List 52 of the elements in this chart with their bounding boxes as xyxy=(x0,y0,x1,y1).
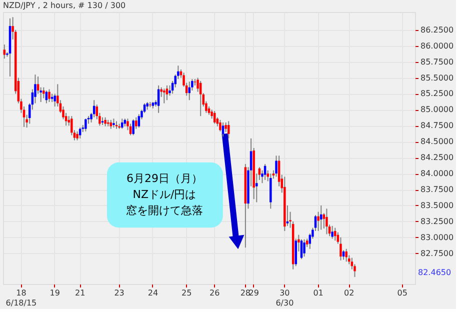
y-tick-label: 85.7500 xyxy=(420,57,454,66)
candlestick xyxy=(84,118,87,132)
x-tick-label: 02 xyxy=(344,288,354,298)
x-tick-label: 29 xyxy=(248,288,259,298)
x-tick-label: 24 xyxy=(148,288,158,298)
x-tick-label: 19 xyxy=(50,288,60,298)
candlestick xyxy=(303,238,306,258)
x-tick-label: 18 6/18/15 xyxy=(6,288,37,308)
candlestick xyxy=(138,114,140,128)
y-tick-label: 85.2500 xyxy=(420,89,454,98)
y-tick-label: 84.7500 xyxy=(420,121,454,130)
y-tick-label: 84.0000 xyxy=(420,169,454,178)
candlestick xyxy=(48,88,50,103)
annotation: 窓を開けて急落 xyxy=(126,204,203,217)
y-tick-label: 83.0000 xyxy=(420,232,454,242)
text: 82.4650 xyxy=(418,268,452,277)
candlestick xyxy=(286,204,289,226)
y-tick-label: 82.7500 xyxy=(420,248,454,258)
y-tick-label: 85.0000 xyxy=(420,105,454,114)
candlestick xyxy=(331,225,334,240)
x-tick-label: 28 xyxy=(240,288,251,298)
x-tick-label: 30 6/30 xyxy=(276,288,294,308)
x-tick-label: 21 xyxy=(74,288,86,298)
candlestick xyxy=(126,118,129,131)
y-tick-label: 83.5000 xyxy=(420,200,454,210)
candlestick xyxy=(166,84,168,101)
y-tick-label: 86.0000 xyxy=(420,41,454,50)
candlestick xyxy=(345,248,348,262)
candlestick xyxy=(264,163,266,180)
candlestick xyxy=(222,122,224,138)
candlestick xyxy=(326,208,328,235)
y-tick-label: 85.5000 xyxy=(420,73,454,82)
x-tick-label: 01 xyxy=(313,288,324,298)
x-tick-label: 26 xyxy=(210,288,220,298)
candlestick xyxy=(163,88,166,104)
candlestick xyxy=(300,238,303,260)
candlestick xyxy=(228,120,230,139)
annotation: 6月29日（月） xyxy=(126,172,202,186)
y-tick-label: 84.2500 xyxy=(420,153,454,162)
y-tick-label: 84.5000 xyxy=(420,137,454,146)
x-tick-label: 25 xyxy=(181,288,192,298)
x-tick-label: 05 xyxy=(397,288,408,298)
y-tick-label: 83.7500 xyxy=(420,185,454,194)
y-tick-label: 83.2500 xyxy=(420,216,454,226)
x-tick-label: 23 xyxy=(114,288,124,298)
candlestick xyxy=(168,84,171,96)
annotation: NZドル/円は xyxy=(132,188,196,201)
chart-title: NZD/JPY , 2 hours, # 130 / 300 xyxy=(3,1,126,10)
candlestick xyxy=(132,118,134,136)
candlestick xyxy=(340,236,342,261)
candlestick xyxy=(3,44,6,60)
y-tick-label: 86.2500 xyxy=(420,25,454,34)
